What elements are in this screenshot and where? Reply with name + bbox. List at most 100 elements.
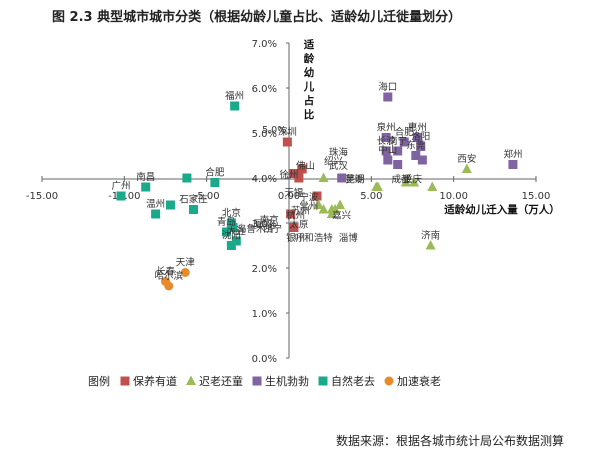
point-label: 郑州 — [503, 149, 522, 161]
data-point — [381, 146, 391, 156]
data-point — [188, 205, 198, 214]
y-tick-label: 0.0% — [252, 354, 277, 365]
data-point — [231, 236, 241, 246]
source-note: 数据来源：根据各城市统计局公布数据测算 — [336, 434, 565, 448]
data-point — [210, 178, 220, 187]
point-label: 惠州 — [408, 122, 427, 134]
data-point — [400, 177, 411, 187]
x-tick-label: 15.00 — [522, 191, 551, 202]
point-label: 长春 — [156, 266, 176, 278]
data-point — [393, 146, 403, 156]
point-label: 无锡 — [284, 187, 303, 199]
data-point — [425, 240, 436, 250]
data-point — [182, 173, 192, 183]
point-label: 常州 — [299, 201, 318, 213]
data-point — [409, 177, 420, 187]
data-point — [393, 160, 403, 169]
data-point — [221, 227, 231, 237]
point-label: 深圳 — [278, 127, 297, 138]
y-tick-label: 1.0% — [252, 309, 277, 320]
data-point — [326, 208, 337, 218]
x-tick-label: 0.00 — [278, 191, 300, 202]
point-label: 济南 — [421, 230, 440, 242]
figure-title: 图 2.3 典型城市城市分类（根据幼龄儿童占比、适龄幼儿迁徙量划分） — [52, 10, 462, 25]
point-label: 5.0% — [262, 125, 286, 136]
data-point — [372, 181, 383, 191]
point-label: 苏州 — [291, 205, 310, 217]
point-label: 太原 — [289, 219, 308, 231]
legend-label: 加速衰老 — [397, 374, 441, 388]
point-label: 北京 — [222, 207, 241, 219]
legend-label: 保养有道 — [133, 374, 177, 388]
point-label: 重庆 — [403, 174, 423, 186]
legend-label: 自然老去 — [331, 374, 375, 388]
point-label: 绍兴 — [324, 156, 343, 168]
y-tick-label: 6.0% — [252, 84, 277, 95]
x-tick-label: 10.00 — [439, 191, 468, 202]
point-label: 厦门 — [253, 219, 272, 231]
data-point — [383, 92, 393, 102]
data-point — [313, 199, 324, 209]
legend-marker — [384, 376, 394, 386]
point-label: 芜湖 — [345, 174, 364, 186]
legend-marker — [318, 376, 328, 386]
data-point — [141, 182, 151, 192]
data-point — [399, 137, 409, 147]
y-tick-label: 5.0% — [252, 129, 277, 140]
y-tick-label: 3.0% — [252, 219, 277, 230]
point-label: 南京 — [260, 214, 279, 226]
y-tick-label: 4.0% — [252, 174, 277, 185]
point-label: 广州 — [112, 180, 131, 192]
point-label: 石家庄 — [179, 194, 208, 206]
data-point — [335, 199, 346, 209]
point-label: 西宁 — [263, 223, 282, 235]
data-point — [282, 137, 292, 147]
point-label: 乌鲁木齐 — [237, 223, 276, 235]
point-label: 福州 — [225, 90, 244, 102]
data-point — [294, 173, 304, 183]
point-label: 海口 — [378, 81, 397, 93]
point-label: 泉州 — [377, 122, 396, 134]
data-point — [318, 172, 329, 182]
data-point — [180, 268, 190, 277]
point-label: 南昌 — [136, 171, 155, 183]
point-label: 成都 — [391, 174, 411, 186]
data-point — [151, 209, 161, 219]
data-point — [508, 160, 518, 169]
point-label: 淄博 — [339, 232, 359, 244]
x-tick-label: 5.00 — [360, 191, 382, 202]
y-axis-title: 适龄幼儿占比 — [303, 38, 315, 121]
point-label: 嘉兴 — [332, 210, 351, 222]
point-label: 呼和浩特 — [295, 232, 334, 244]
point-label: 中山 — [378, 144, 397, 156]
data-point — [289, 223, 299, 232]
data-point — [228, 223, 238, 232]
legend-label: 生机勃勃 — [265, 374, 309, 388]
axes: -15.00-10.00-5.000.005.0010.0015.000.0%1… — [26, 38, 560, 365]
point-label: 武汉 — [329, 160, 349, 172]
point-label: 温州 — [146, 199, 165, 210]
y-tick-label: 7.0% — [252, 39, 277, 50]
x-tick-label: -15.00 — [26, 191, 58, 202]
point-label: 长沙 — [377, 135, 397, 147]
point-label: 杭州 — [286, 210, 305, 222]
legend-label: 迟老还童 — [199, 374, 243, 388]
data-point — [230, 101, 240, 111]
data-point — [381, 133, 391, 142]
data-point — [461, 163, 472, 173]
point-label: 沈阳 — [222, 230, 241, 242]
point-label: 天津 — [176, 258, 196, 269]
data-point — [337, 173, 347, 183]
point-label: 银川 — [286, 232, 305, 244]
data-point — [165, 200, 175, 210]
point-label: 合肥 — [205, 167, 225, 179]
point-label: 西安 — [457, 153, 476, 165]
data-point — [412, 133, 422, 142]
data-point — [417, 155, 427, 165]
data-point — [416, 142, 426, 151]
point-label: 哈尔滨 — [155, 270, 184, 282]
data-point — [297, 164, 307, 174]
data-point — [312, 191, 322, 201]
y-tick-label: 2.0% — [252, 264, 277, 275]
